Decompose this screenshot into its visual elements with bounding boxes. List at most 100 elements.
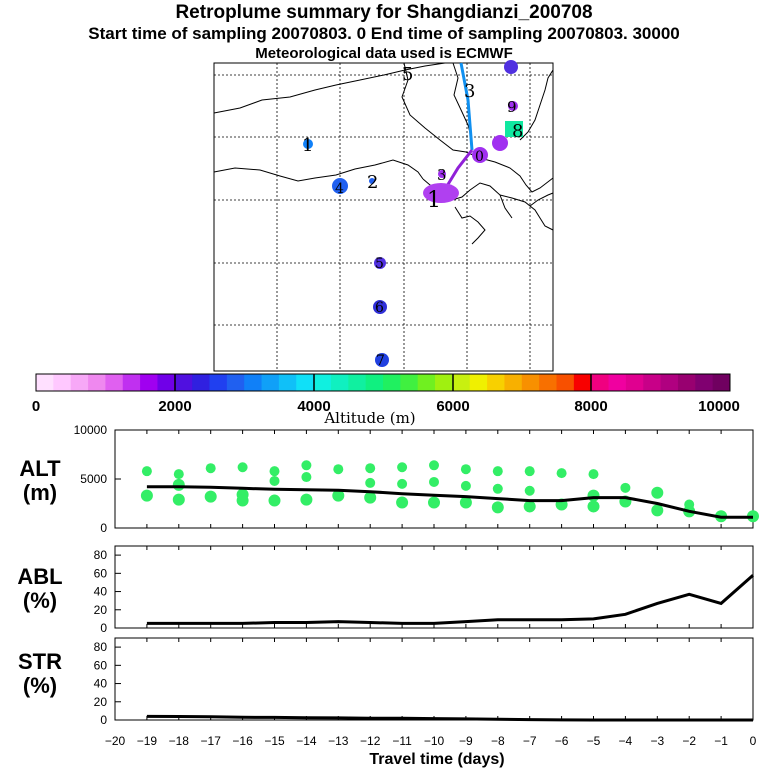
colorbar-swatch (469, 374, 488, 391)
colorbar-swatch (140, 374, 158, 391)
map-label: 5 (375, 256, 384, 272)
trajectory-path-upper (459, 62, 474, 151)
colorbar-tick-label: 10000 (698, 398, 740, 415)
colorbar-swatch (591, 374, 610, 391)
map-label: 7 (376, 353, 385, 369)
colorbar-swatch (677, 374, 696, 391)
colorbar-swatch (348, 374, 367, 391)
map-label: 3 (437, 166, 447, 184)
map-day-labels: 5 3 9 8 1 2 4 3 1 0 5 6 7 (302, 64, 523, 369)
alt-scatter (140, 460, 759, 523)
colorbar-swatch (487, 374, 505, 391)
colorbar-axis-label: Altitude (m) (323, 409, 415, 427)
abl-panel-frame (114, 545, 754, 629)
y-tick-label: 20 (94, 695, 108, 709)
alt-cluster-point (141, 466, 152, 477)
x-tick-label: −8 (491, 734, 505, 748)
colorbar-swatch (330, 374, 349, 391)
plume-marker (492, 135, 508, 151)
alt-cluster-point (301, 472, 312, 483)
x-tick-label: −4 (619, 734, 633, 748)
alt-cluster-point (397, 478, 408, 489)
plume-marker (508, 101, 518, 111)
colorbar-swatch (400, 374, 419, 391)
alt-cluster-point (588, 469, 599, 480)
alt-cluster-point (300, 493, 313, 506)
x-tick-label: −10 (424, 734, 445, 748)
map-label: 0 (475, 149, 484, 165)
x-tick-label: −3 (650, 734, 664, 748)
y-tick-label: 40 (94, 585, 108, 599)
map-label: 8 (512, 121, 523, 142)
colorbar-tick-label: 0 (32, 398, 40, 415)
colorbar-swatch (417, 374, 436, 391)
plume-marker (332, 178, 348, 194)
x-tick-label: −6 (555, 734, 569, 748)
alt-cluster-point (620, 482, 631, 493)
alt-cluster-point (173, 469, 184, 480)
x-tick-label: −13 (328, 734, 349, 748)
colorbar-swatch (556, 374, 575, 391)
colorbar-ticks: 0 2000 4000 6000 8000 10000 (32, 398, 740, 415)
x-tick-label: −15 (264, 734, 285, 748)
alt-cluster-point (364, 491, 377, 504)
alt-cluster-point (140, 489, 153, 502)
colorbar-swatch (244, 374, 263, 391)
x-tick-label: −18 (169, 734, 190, 748)
str-line (146, 714, 753, 722)
y-tick-label: 80 (94, 548, 108, 562)
colorbar-tick-label: 4000 (297, 398, 330, 415)
y-tick-label: 60 (94, 566, 108, 580)
map-label: 5 (402, 64, 413, 85)
trajectory-map: 5 3 9 8 1 2 4 3 1 0 5 6 7 (213, 60, 554, 372)
map-label: 4 (335, 181, 344, 197)
x-tick-label: −12 (360, 734, 381, 748)
str-panel: STR (%) 0 20 40 60 80 (18, 637, 754, 727)
colorbar-swatch (157, 374, 176, 391)
colorbar-swatch (209, 374, 228, 391)
str-panel-frame (114, 637, 754, 721)
colorbar-frame (35, 373, 731, 392)
x-axis-ticks: −20 −19 −18 −17 −16 −15 −14 −13 −12 −11 −10 −9 −8 −7−… (105, 734, 757, 748)
map-label: 9 (507, 98, 517, 116)
plume-marker (505, 121, 523, 137)
colorbar-swatch (695, 374, 714, 391)
alt-cluster-point (301, 460, 312, 471)
alt-cluster-point (523, 500, 536, 513)
colorbar-tick-label: 2000 (158, 398, 191, 415)
x-tick-label: −17 (201, 734, 222, 748)
colorbar-swatch (261, 374, 280, 391)
alt-cluster-point (491, 501, 504, 514)
alt-cluster-point (333, 464, 344, 475)
colorbar-swatch (383, 374, 401, 391)
map-label: 6 (375, 300, 384, 316)
colorbar-swatch (313, 374, 332, 391)
alt-cluster-point (237, 462, 248, 473)
alt-cluster-point (268, 494, 281, 507)
plume-marker (472, 147, 488, 163)
plume-marker (438, 170, 446, 178)
colorbar-swatch (660, 374, 679, 391)
alt-cluster-point (524, 485, 535, 496)
alt-cluster-point (459, 496, 472, 509)
plume-marker (375, 353, 389, 367)
alt-cluster-point (397, 462, 408, 473)
colorbar-swatch (296, 374, 315, 391)
map-label: 3 (464, 81, 475, 102)
plume-marker (374, 257, 386, 269)
colorbar-tick-label: 6000 (436, 398, 469, 415)
plume-marker (423, 183, 459, 203)
colorbar-tick-label: 8000 (574, 398, 607, 415)
alt-cluster-point (651, 486, 664, 499)
colorbar-swatch (435, 374, 453, 391)
sampling-times: Start time of sampling 20070803. 0 End t… (88, 24, 680, 43)
plume-marker (504, 60, 518, 74)
colorbar-swatch (36, 374, 54, 391)
x-tick-label: −1 (714, 734, 728, 748)
x-tick-label: 0 (750, 734, 757, 748)
y-tick-label: 0 (100, 521, 107, 535)
x-tick-label: −16 (232, 734, 253, 748)
alt-cluster-point (492, 483, 503, 494)
colorbar-swatch (573, 374, 592, 391)
